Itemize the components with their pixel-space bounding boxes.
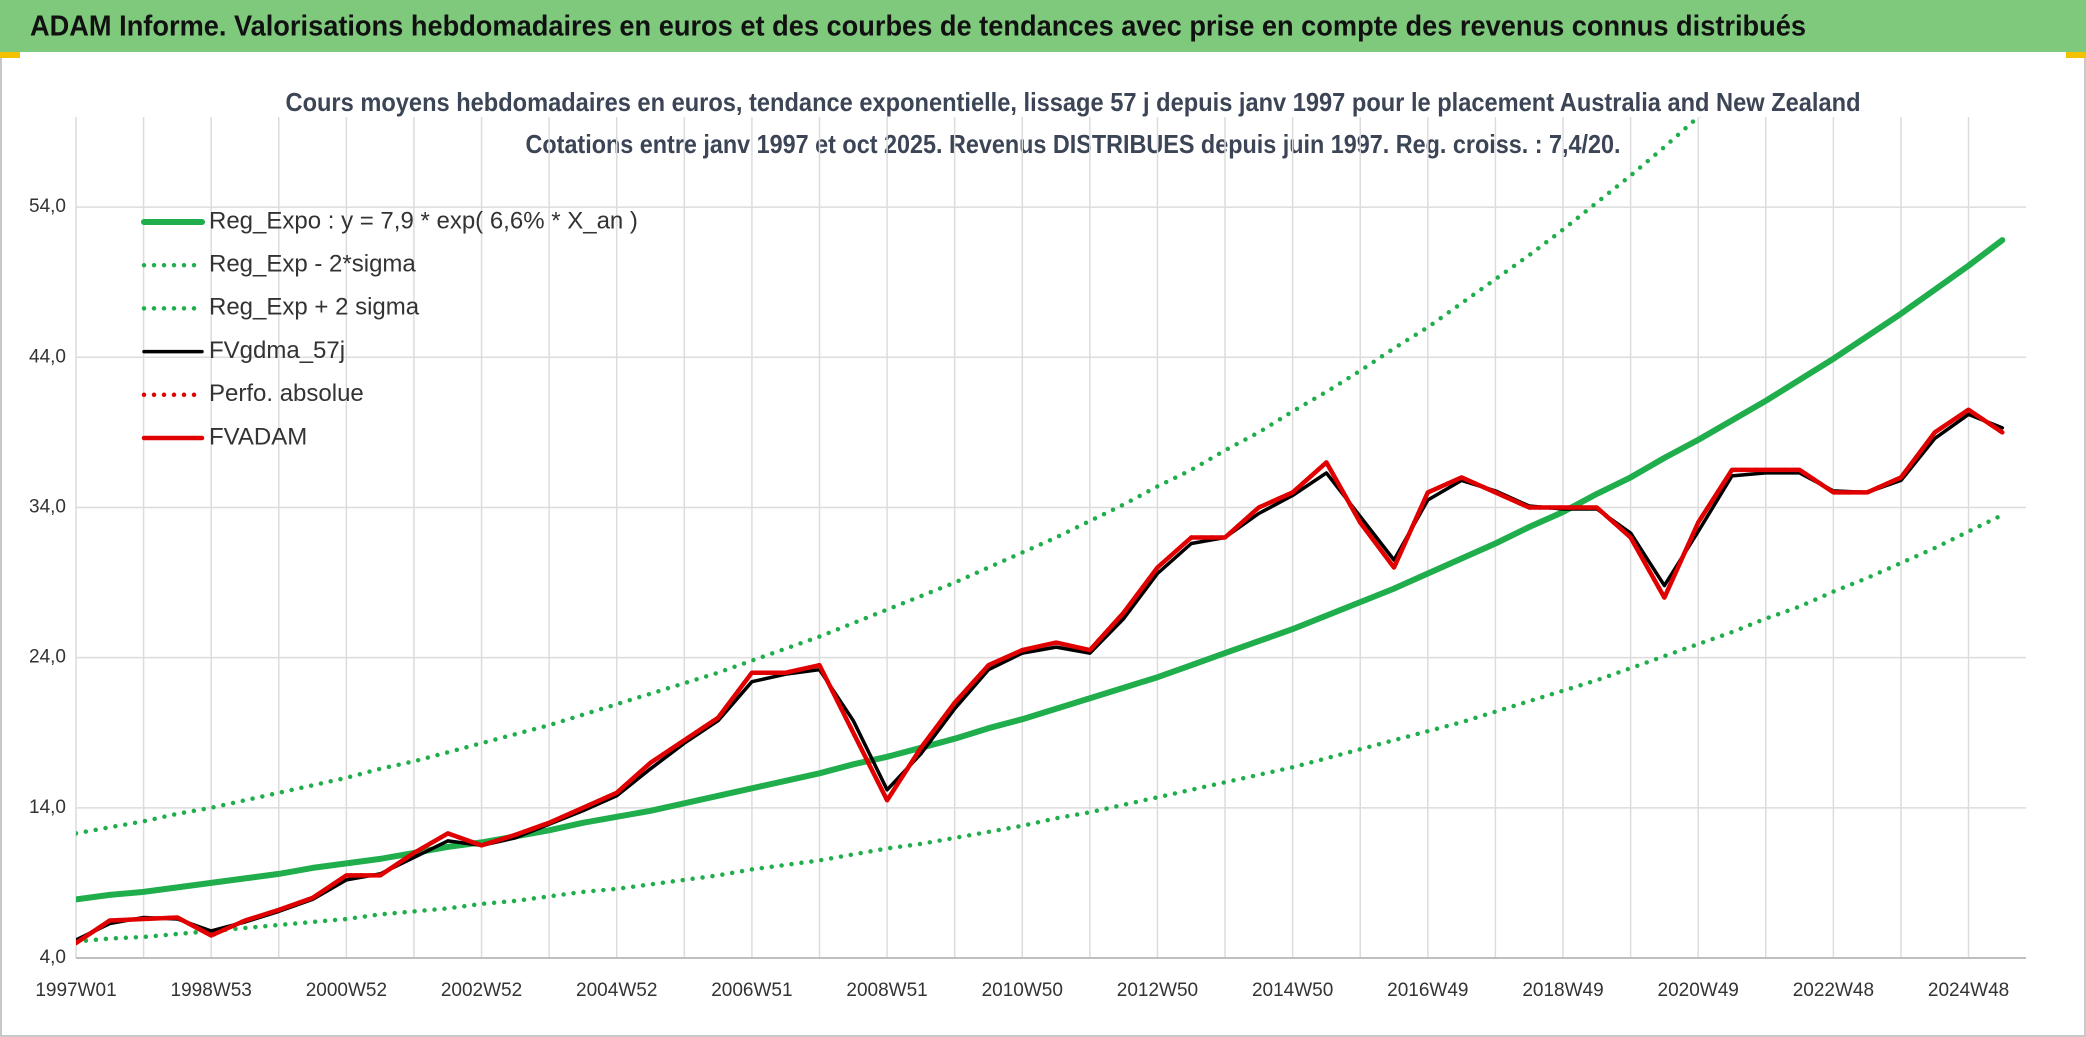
x-tick-label: 1998W53 (171, 980, 252, 1001)
y-tick-label: 24,0 (29, 647, 66, 668)
y-tick-label: 44,0 (29, 346, 66, 367)
corner-accent (2066, 52, 2086, 58)
x-tick-label: 2020W49 (1658, 980, 1739, 1001)
series-line (76, 237, 2006, 903)
legend-label: Perfo. absolue (209, 380, 364, 407)
x-tick-label: 2024W48 (1928, 980, 2009, 1001)
series-line (76, 117, 1702, 836)
y-tick-label: 14,0 (29, 797, 66, 818)
legend-label: FVADAM (209, 423, 307, 450)
corner-accent (0, 52, 20, 58)
x-tick-label: 2012W50 (1117, 980, 1198, 1001)
header-bar (0, 0, 2086, 52)
x-tick-label: 2010W50 (982, 980, 1063, 1001)
header-title: ADAM Informe. Valorisations hebdomadaire… (30, 11, 1806, 43)
y-tick-label: 4,0 (40, 947, 66, 968)
legend-label: FVgdma_57j (209, 337, 345, 364)
chart-subtitle: Cotations entre janv 1997 et oct 2025. R… (526, 129, 1621, 159)
x-tick-label: 2008W51 (846, 980, 927, 1001)
x-tick-label: 2014W50 (1252, 980, 1333, 1001)
x-tick-label: 1997W01 (35, 980, 116, 1001)
series-line (76, 512, 2005, 944)
y-tick-label: 54,0 (29, 196, 66, 217)
legend-label: Reg_Expo : y = 7,9 * exp( 6,6% * X_an ) (209, 207, 638, 234)
x-tick-label: 2004W52 (576, 980, 657, 1001)
legend-label: Reg_Exp - 2*sigma (209, 251, 416, 278)
chart-title: Cours moyens hebdomadaires en euros, ten… (286, 87, 1861, 117)
x-tick-label: 2018W49 (1522, 980, 1603, 1001)
x-tick-label: 2022W48 (1793, 980, 1874, 1001)
x-tick-label: 2006W51 (711, 980, 792, 1001)
y-tick-label: 34,0 (29, 496, 66, 517)
series-line (76, 407, 2005, 946)
x-tick-label: 2016W49 (1387, 980, 1468, 1001)
x-tick-label: 2000W52 (306, 980, 387, 1001)
x-tick-label: 2002W52 (441, 980, 522, 1001)
legend-label: Reg_Exp + 2 sigma (209, 294, 420, 321)
plot-area (76, 117, 2006, 946)
